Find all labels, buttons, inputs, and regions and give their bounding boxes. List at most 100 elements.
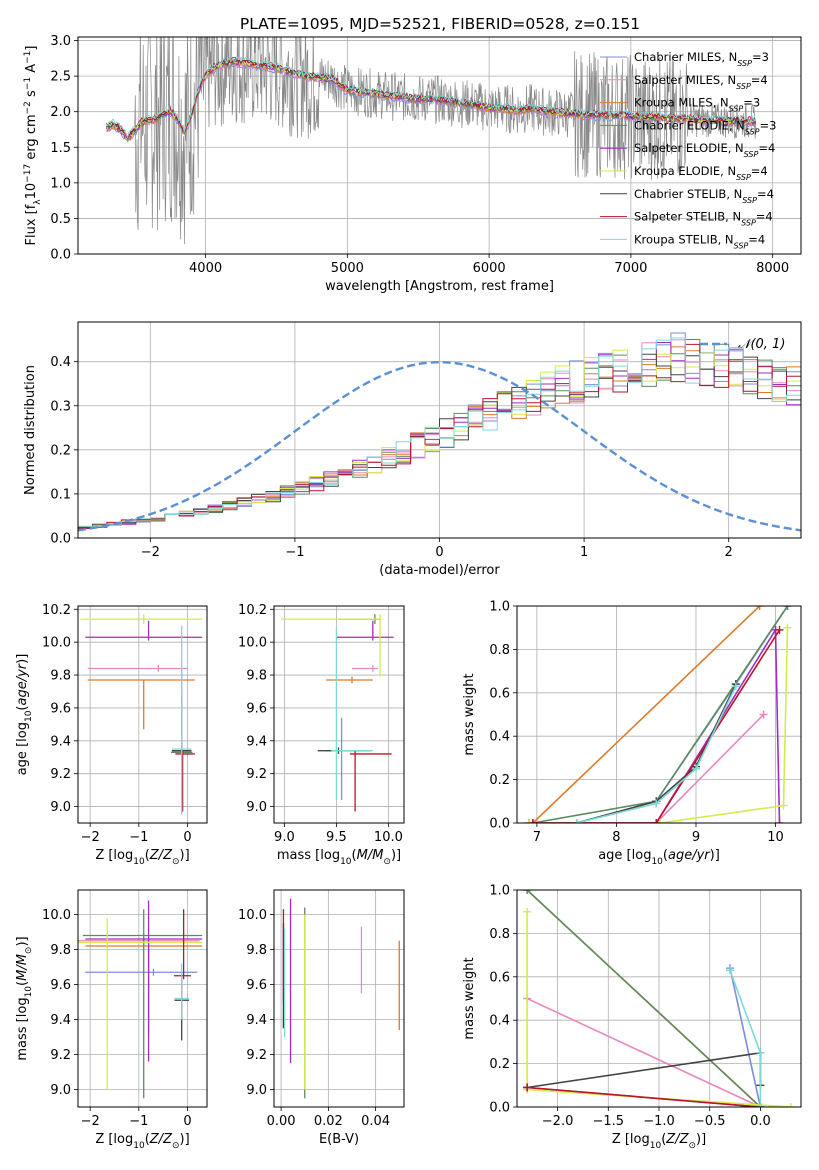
legend-label: Chabrier MILES, NSSP=3 — [634, 50, 769, 68]
tick-label-x: 10.0 — [374, 830, 403, 845]
weight-marker-7 — [652, 819, 661, 823]
tick-label-x: 6000 — [473, 261, 506, 276]
tick-label-y: 0.2 — [489, 1057, 510, 1072]
tick-label-y: 0.2 — [50, 443, 71, 458]
legend-spectrum: Chabrier MILES, NSSP=3 Salpeter MILES, NS… — [600, 50, 776, 250]
histogram-7 — [78, 343, 801, 529]
axis-label-x: mass [log10(M/M⊙)] — [277, 848, 401, 867]
tick-label-y: 9.8 — [50, 943, 71, 958]
plot-area-mass_vs_Z — [78, 900, 203, 1099]
axis-label-y: mass weight — [462, 957, 477, 1039]
tick-label-y: 0.6 — [489, 686, 510, 701]
tick-label-y: 0.8 — [489, 643, 510, 658]
weight-marker-8 — [756, 1103, 765, 1107]
tick-label-x: −1 — [129, 1114, 148, 1129]
tick-label-x: 0.00 — [267, 1114, 296, 1129]
weight-marker-5 — [524, 819, 533, 823]
plot-area-mass_vs_EBV — [282, 898, 400, 1099]
weight-marker-1 — [759, 710, 768, 719]
tick-label-y: 9.0 — [246, 1083, 267, 1098]
tick-label-y: 0.1 — [50, 487, 71, 502]
tick-label-y: 9.2 — [50, 1048, 71, 1063]
tick-label-x: 0.04 — [361, 1114, 390, 1129]
tick-label-y: 1.0 — [489, 884, 510, 899]
tick-label-x: 7 — [533, 830, 541, 845]
tick-label-y: 10.0 — [42, 908, 71, 923]
legend-label: Kroupa MILES, NSSP=3 — [634, 96, 760, 114]
tick-label-x: 4000 — [189, 261, 222, 276]
axes-mass_weight_vs_age: 7 8 9 10 0.0 0.2 0.4 0.6 0.8 1.0 age [log10(age/yr… — [462, 600, 802, 867]
weight-marker-3 — [783, 606, 792, 610]
tick-label-x: 0 — [435, 545, 443, 560]
axis-label-x: wavelength [Angstrom, rest frame] — [325, 279, 554, 294]
weight-marker-8 — [756, 1048, 765, 1057]
tick-label-x: 7000 — [614, 261, 647, 276]
axis-label-y: mass [log10(M/M⊙)] — [15, 936, 34, 1060]
tick-label-y: 9.2 — [246, 1048, 267, 1063]
tick-label-y: 9.4 — [246, 1013, 267, 1028]
legend-label: Chabrier ELODIE, NSSP=3 — [634, 118, 776, 136]
tick-label-y: 9.8 — [246, 669, 267, 684]
legend-label: Salpeter ELODIE, NSSP=4 — [634, 141, 775, 159]
weight-line-4 — [528, 627, 781, 823]
tick-label-y: 9.0 — [50, 800, 71, 815]
weight-line-5 — [528, 627, 789, 823]
tick-label-x: −2.0 — [542, 1114, 574, 1129]
tick-label-x: 10 — [767, 830, 784, 845]
tick-label-y: 10.0 — [238, 636, 267, 651]
tick-label-y: 0.0 — [489, 817, 510, 832]
observed-spectrum — [106, 37, 756, 245]
tick-label-x: −1.5 — [592, 1114, 624, 1129]
plot-area-age_vs_Z — [80, 614, 203, 815]
weight-marker-8 — [691, 764, 700, 773]
weight-line-3 — [526, 890, 761, 1107]
tick-label-y: 0.8 — [489, 927, 510, 942]
axes-mass_vs_Z: −2 −1 0 9.0 9.2 9.4 9.6 9.8 10.0 Z [log10(Z/Z⊙)] m… — [15, 889, 208, 1151]
tick-label-x: −1 — [129, 830, 148, 845]
axes-frame — [77, 889, 208, 1108]
axes-frame — [273, 605, 405, 824]
tick-label-y: 9.6 — [246, 978, 267, 993]
weight-line-0 — [576, 606, 789, 823]
model-spectrum-8 — [106, 56, 757, 139]
weight-marker-7 — [523, 1083, 532, 1092]
plot-area-spectrum — [105, 37, 757, 245]
tick-label-x: 2 — [725, 545, 733, 560]
tick-label-y: 0.0 — [50, 532, 71, 547]
tick-label-x: 9.0 — [274, 830, 295, 845]
tick-label-x: 0.0 — [750, 1114, 771, 1129]
weight-marker-5 — [523, 907, 532, 916]
tick-label-y: 0.6 — [489, 970, 510, 985]
histogram-5 — [78, 349, 801, 527]
weight-line-2 — [532, 606, 761, 823]
weight-marker-5 — [779, 801, 788, 810]
weight-line-6 — [526, 1051, 762, 1089]
weight-line-0 — [729, 967, 762, 1107]
tick-label-y: 10.0 — [238, 908, 267, 923]
tick-label-y: 0.0 — [489, 1101, 510, 1116]
tick-label-y: 9.6 — [50, 701, 71, 716]
tick-label-y: 9.0 — [246, 800, 267, 815]
tick-label-x: 0 — [183, 1114, 191, 1129]
figure-title: PLATE=1095, MJD=52521, FIBERID=0528, z=0… — [240, 15, 640, 33]
axes-mass_vs_EBV: 0.00 0.02 0.04 9.0 9.2 9.4 9.6 9.8 10.0 E(B-V) — [238, 889, 405, 1147]
legend-label: Kroupa STELIB, NSSP=4 — [634, 232, 765, 250]
legend-label: 𝒩(0, 1) — [738, 337, 785, 352]
weight-marker-7 — [528, 819, 537, 823]
tick-label-y: 0.5 — [50, 212, 71, 227]
tick-label-x: 5000 — [331, 261, 364, 276]
plot-area-age_vs_mass — [281, 614, 394, 812]
weight-marker-4 — [775, 819, 784, 823]
axis-label-y: age [log10(age/yr)] — [15, 654, 34, 776]
weight-marker-2 — [755, 606, 764, 610]
weight-line-7 — [527, 1086, 761, 1107]
tick-label-y: 0.4 — [489, 730, 510, 745]
tick-label-y: 1.5 — [50, 141, 71, 156]
tick-label-y: 9.6 — [50, 978, 71, 993]
tick-label-x: −0.5 — [694, 1114, 726, 1129]
weight-marker-8 — [572, 819, 581, 823]
histogram-2 — [78, 346, 801, 528]
weight-marker-8 — [731, 682, 740, 691]
histogram-4 — [78, 342, 801, 529]
